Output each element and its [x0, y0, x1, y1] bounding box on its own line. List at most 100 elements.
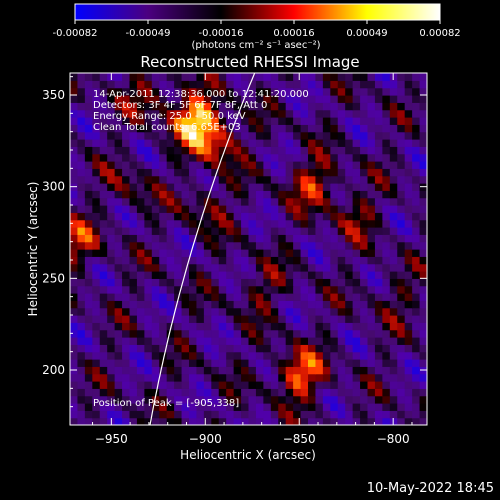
heatmap-cell [181, 73, 190, 81]
heatmap-cell [107, 263, 116, 272]
heatmap-cell [374, 219, 383, 228]
heatmap-cell [136, 293, 145, 301]
heatmap-cell [84, 80, 93, 89]
heatmap-cell [308, 73, 317, 81]
heatmap-cell [77, 271, 86, 279]
heatmap-cell [397, 227, 406, 235]
heatmap-cell [218, 241, 227, 250]
heatmap-cell [159, 263, 168, 272]
heatmap-cell [226, 109, 235, 118]
heatmap-cell [255, 307, 264, 316]
heatmap-cell [92, 351, 101, 360]
heatmap-cell [218, 381, 227, 389]
heatmap-cell [352, 87, 361, 96]
heatmap-cell [278, 329, 287, 338]
heatmap-cell [248, 293, 257, 301]
heatmap-cell [122, 271, 131, 279]
heatmap-cell [203, 373, 212, 382]
heatmap-cell [84, 219, 93, 228]
heatmap-cell [196, 175, 205, 184]
heatmap-cell [84, 109, 93, 118]
heatmap-cell [166, 337, 175, 345]
heatmap-cell [129, 395, 138, 404]
heatmap-cell [84, 395, 93, 404]
heatmap-cell [189, 124, 198, 133]
heatmap-cell [99, 417, 108, 425]
heatmap-cell [92, 403, 101, 411]
heatmap-cell [136, 249, 145, 257]
heatmap-cell [181, 307, 190, 316]
heatmap-cell [255, 234, 264, 243]
heatmap-cell [404, 271, 413, 279]
footer-date: 10-May-2022 18:45 [366, 481, 494, 496]
heatmap-cell [367, 344, 376, 353]
heatmap-cell [404, 329, 413, 338]
heatmap-cell [211, 197, 220, 206]
heatmap-cell [166, 205, 175, 213]
heatmap-cell [397, 124, 406, 133]
heatmap-cell [77, 285, 86, 294]
heatmap-cell [397, 212, 406, 221]
heatmap-cell [412, 351, 421, 360]
heatmap-cell [226, 124, 235, 133]
heatmap-cell [233, 183, 242, 191]
heatmap-cell [233, 95, 242, 103]
heatmap-cell [166, 344, 175, 353]
heatmap-cell [70, 102, 79, 111]
heatmap-cell [241, 263, 250, 272]
heatmap-cell [166, 190, 175, 199]
heatmap-cell [352, 249, 361, 257]
heatmap-cell [330, 322, 339, 331]
heatmap-cell [84, 351, 93, 360]
heatmap-cell [285, 366, 294, 375]
heatmap-cell [308, 161, 317, 169]
heatmap-cell [107, 139, 116, 147]
colorbar-tick-label: -0.00082 [53, 28, 98, 39]
heatmap-cell [374, 373, 383, 382]
heatmap-cell [397, 329, 406, 338]
heatmap-cell [352, 322, 361, 331]
heatmap-cell [99, 395, 108, 404]
heatmap-cell [226, 80, 235, 89]
heatmap-cell [412, 366, 421, 375]
heatmap-cell [337, 351, 346, 360]
heatmap-cell [360, 219, 369, 228]
heatmap-cell [419, 197, 427, 206]
heatmap-cell [278, 175, 287, 184]
colorbar-tick-label: 0.00049 [346, 28, 387, 39]
heatmap-cell [278, 351, 287, 360]
heatmap-cell [107, 219, 116, 228]
heatmap-cell [136, 359, 145, 367]
heatmap-cell [203, 227, 212, 235]
heatmap-cell [122, 293, 131, 301]
heatmap-cell [382, 168, 391, 177]
heatmap-cell [218, 102, 227, 111]
heatmap-cell [203, 388, 212, 397]
heatmap-cell [419, 344, 427, 353]
heatmap-cell [159, 329, 168, 338]
heatmap-cell [174, 212, 183, 221]
heatmap-cell [367, 388, 376, 397]
heatmap-cell [211, 117, 220, 125]
heatmap-cell [330, 146, 339, 155]
heatmap-cell [92, 395, 101, 404]
heatmap-cell [308, 307, 317, 316]
heatmap-cell [174, 131, 183, 140]
heatmap-cell [211, 373, 220, 382]
heatmap-cell [99, 322, 108, 331]
heatmap-cell [255, 381, 264, 389]
heatmap-cell [412, 322, 421, 331]
heatmap-cell [151, 109, 160, 118]
heatmap-cell [345, 410, 354, 419]
heatmap-cell [159, 373, 168, 382]
heatmap-cell [300, 366, 309, 375]
heatmap-cell [233, 205, 242, 213]
heatmap-cell [166, 161, 175, 169]
heatmap-cell [389, 366, 398, 375]
heatmap-cell [144, 175, 153, 184]
heatmap-cell [136, 87, 145, 96]
heatmap-cell [181, 285, 190, 294]
heatmap-cell [382, 256, 391, 265]
heatmap-cell [308, 80, 317, 89]
heatmap-cell [293, 124, 302, 133]
